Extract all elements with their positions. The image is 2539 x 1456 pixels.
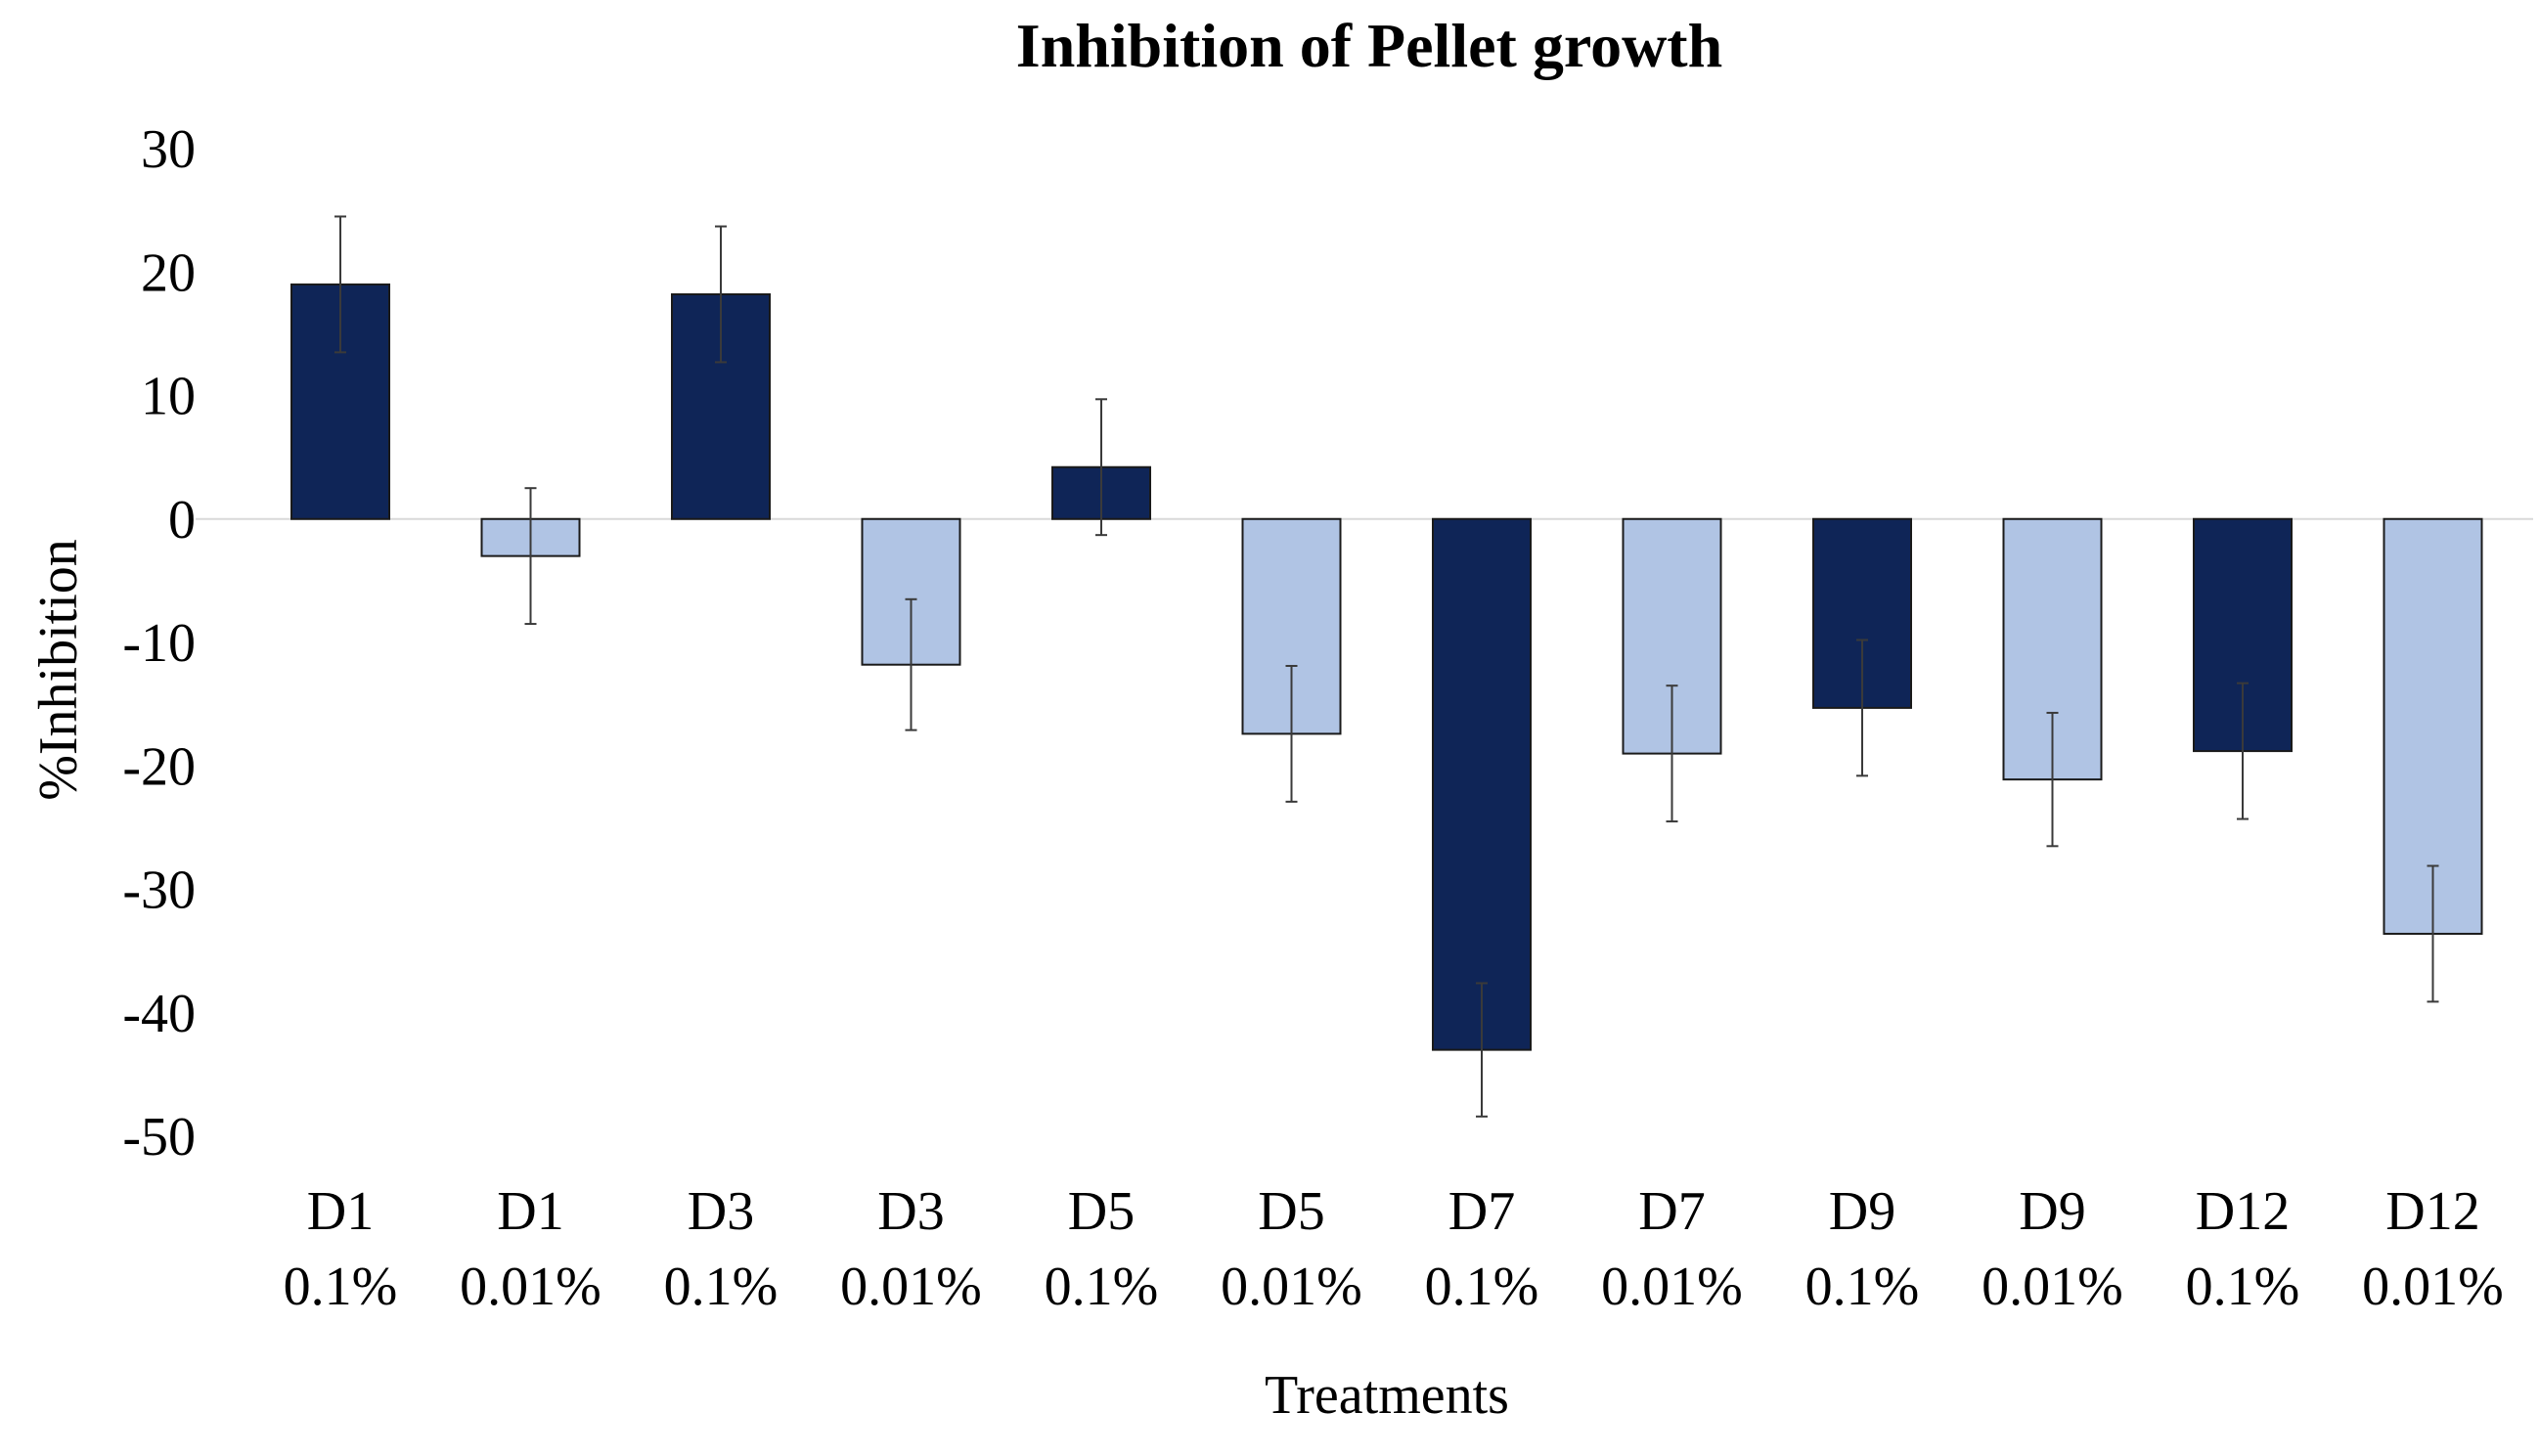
error-bar bbox=[905, 597, 917, 731]
category-label-concentration: 0.1% bbox=[1805, 1257, 1920, 1317]
y-tick-label: -30 bbox=[122, 860, 196, 921]
bar bbox=[2383, 517, 2483, 935]
error-bar bbox=[2427, 864, 2439, 1003]
category-label-concentration: 0.1% bbox=[1425, 1257, 1539, 1317]
category-label-day: D1 bbox=[307, 1181, 374, 1242]
category-label-day: D12 bbox=[2385, 1181, 2479, 1242]
category-label-concentration: 0.1% bbox=[2186, 1257, 2300, 1317]
y-tick-label: -50 bbox=[122, 1107, 196, 1168]
error-bar bbox=[334, 215, 346, 354]
error-bar bbox=[1285, 664, 1298, 803]
error-bar bbox=[1095, 398, 1107, 537]
y-tick-label: 20 bbox=[141, 243, 196, 303]
chart-title: Inhibition of Pellet growth bbox=[1016, 11, 1722, 80]
y-tick-label: -10 bbox=[122, 613, 196, 674]
error-bar bbox=[715, 225, 727, 364]
category-label-day: D9 bbox=[2019, 1181, 2085, 1242]
error-bar bbox=[1856, 639, 1868, 777]
category-label-concentration: 0.1% bbox=[664, 1257, 779, 1317]
error-bars bbox=[334, 215, 2439, 1118]
error-bar bbox=[1666, 684, 1678, 823]
category-label-day: D7 bbox=[1638, 1181, 1705, 1242]
category-label-day: D7 bbox=[1448, 1181, 1515, 1242]
category-label-day: D5 bbox=[1068, 1181, 1135, 1242]
category-label-concentration: 0.1% bbox=[284, 1257, 398, 1317]
category-label-day: D5 bbox=[1258, 1181, 1324, 1242]
category-label-day: D12 bbox=[2196, 1181, 2290, 1242]
category-label-concentration: 0.01% bbox=[1982, 1257, 2123, 1317]
y-tick-label: -40 bbox=[122, 984, 196, 1044]
category-label-day: D9 bbox=[1829, 1181, 1895, 1242]
category-labels: D1 0.1% D1 0.01% D3 0.1% D3 0.01% D5 0.1% D5 0.01% D… bbox=[284, 1181, 2504, 1317]
y-tick-label: -20 bbox=[122, 736, 196, 797]
bar bbox=[1432, 517, 1532, 1051]
y-tick-label: 10 bbox=[141, 367, 196, 427]
category-label-concentration: 0.01% bbox=[2362, 1257, 2504, 1317]
category-label-concentration: 0.01% bbox=[1601, 1257, 1743, 1317]
category-label-concentration: 0.01% bbox=[460, 1257, 601, 1317]
error-bar bbox=[2237, 682, 2249, 820]
y-tick-label: 30 bbox=[141, 119, 196, 180]
category-label-day: D3 bbox=[877, 1181, 944, 1242]
error-bar bbox=[1476, 982, 1488, 1118]
category-label-concentration: 0.01% bbox=[1221, 1257, 1362, 1317]
y-tick-label: 0 bbox=[168, 490, 196, 551]
category-label-day: D1 bbox=[497, 1181, 563, 1242]
category-label-day: D3 bbox=[688, 1181, 754, 1242]
bars bbox=[290, 283, 2483, 1051]
x-axis-title: Treatments bbox=[1265, 1365, 1509, 1426]
y-tick-labels: 30 20 10 0 -10 -20 -30 -40 -50 bbox=[122, 119, 196, 1168]
error-bar bbox=[524, 487, 537, 626]
category-label-concentration: 0.01% bbox=[840, 1257, 982, 1317]
category-label-concentration: 0.1% bbox=[1045, 1257, 1159, 1317]
error-bar bbox=[2046, 711, 2059, 848]
y-axis-title: %Inhibition bbox=[28, 539, 89, 801]
